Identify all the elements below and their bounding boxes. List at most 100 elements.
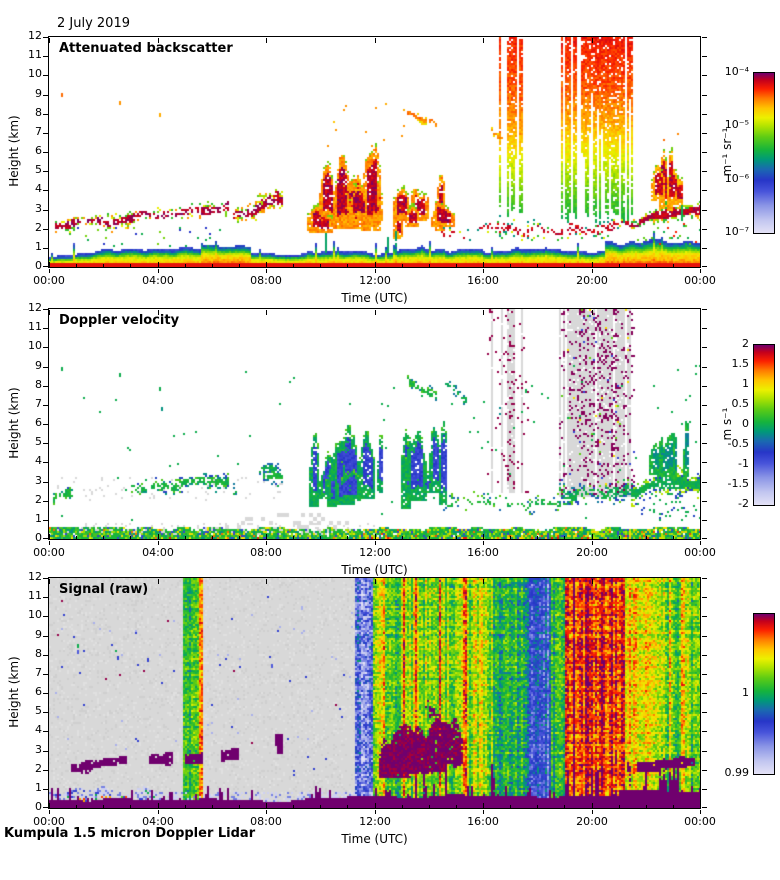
colorbar-tick-label: 10⁻⁷ — [724, 225, 749, 238]
x-minor-tick — [510, 805, 511, 808]
colorbar-tick-label: -1.5 — [727, 477, 749, 490]
x-minor-tick — [293, 536, 294, 539]
y-tick-label: 4 — [35, 454, 42, 467]
x-minor-tick — [646, 536, 647, 539]
x-top-tick — [483, 310, 484, 315]
x-major-tick-outside — [49, 269, 50, 273]
y-tick-label: 1 — [35, 240, 42, 253]
x-tick-label: 16:00 — [467, 546, 499, 559]
y-tick-mark — [43, 229, 48, 230]
y-tick-mark-right — [702, 807, 707, 808]
y-tick-mark — [43, 674, 48, 675]
y-tick-mark-right — [702, 133, 707, 134]
x-minor-tick — [564, 805, 565, 808]
y-tick-label: 12 — [28, 29, 42, 42]
x-top-tick — [700, 38, 701, 43]
colorbar — [753, 344, 775, 506]
x-minor-tick — [212, 264, 213, 267]
x-minor-tick — [185, 805, 186, 808]
x-minor-tick — [103, 805, 104, 808]
y-tick-mark-right — [702, 712, 707, 713]
x-minor-tick — [130, 805, 131, 808]
x-top-tick — [700, 579, 701, 584]
y-tick-mark-right — [702, 501, 707, 502]
y-tick-mark-right — [702, 789, 707, 790]
x-minor-tick — [76, 264, 77, 267]
y-tick-label: 4 — [35, 182, 42, 195]
x-minor-tick — [564, 264, 565, 267]
y-tick-mark — [43, 367, 48, 368]
x-minor-tick — [402, 264, 403, 267]
x-minor-tick — [103, 536, 104, 539]
x-tick-label: 04:00 — [142, 546, 174, 559]
y-tick-mark — [43, 655, 48, 656]
panel-title: Signal (raw) — [59, 582, 149, 597]
y-tick-label: 5 — [35, 704, 42, 717]
y-tick-mark-right — [702, 75, 707, 76]
x-minor-tick — [646, 805, 647, 808]
y-tick-label: 9 — [35, 359, 42, 372]
x-minor-tick — [212, 805, 213, 808]
y-tick-mark — [43, 520, 48, 521]
colorbar-tick-label: 1 — [742, 377, 749, 390]
x-major-tick-outside — [49, 541, 50, 545]
x-major-tick — [49, 803, 50, 808]
x-minor-tick — [619, 536, 620, 539]
x-tick-label: 12:00 — [359, 546, 391, 559]
y-tick-mark — [43, 266, 48, 267]
y-tick-mark — [43, 171, 48, 172]
y-tick-mark — [43, 616, 48, 617]
x-minor-tick — [429, 264, 430, 267]
x-tick-label: 00:00 — [33, 546, 65, 559]
y-tick-label: 7 — [35, 397, 42, 410]
x-minor-tick — [76, 536, 77, 539]
y-tick-mark-right — [702, 674, 707, 675]
y-tick-label: 1 — [35, 781, 42, 794]
x-major-tick-outside — [49, 810, 50, 814]
x-top-tick — [158, 579, 159, 584]
y-tick-label: 7 — [35, 666, 42, 679]
x-tick-label: 12:00 — [359, 815, 391, 828]
x-major-tick-outside — [592, 269, 593, 273]
colorbar-tick-label: -2 — [738, 497, 749, 510]
x-axis-label: Time (UTC) — [341, 291, 408, 305]
y-tick-label: 4 — [35, 723, 42, 736]
y-tick-mark — [43, 538, 48, 539]
y-tick-mark — [43, 309, 48, 310]
y-tick-mark-right — [702, 56, 707, 57]
colorbar-unit-label: m⁻¹ sr⁻¹ — [720, 127, 734, 177]
x-tick-label: 08:00 — [250, 546, 282, 559]
x-minor-tick — [619, 264, 620, 267]
x-minor-tick — [320, 264, 321, 267]
y-tick-label: 3 — [35, 743, 42, 756]
colorbar-gradient — [754, 345, 774, 505]
y-tick-label: 6 — [35, 685, 42, 698]
x-top-tick — [158, 38, 159, 43]
x-minor-tick — [456, 264, 457, 267]
x-top-tick — [375, 310, 376, 315]
y-tick-label: 9 — [35, 628, 42, 641]
x-major-tick — [592, 534, 593, 539]
y-tick-mark — [43, 133, 48, 134]
y-tick-mark — [43, 789, 48, 790]
y-tick-mark — [43, 731, 48, 732]
y-tick-mark — [43, 751, 48, 752]
date-label: 2 July 2019 — [57, 16, 130, 31]
y-tick-mark — [43, 482, 48, 483]
x-major-tick — [700, 534, 701, 539]
x-minor-tick — [402, 805, 403, 808]
colorbar-tick-label: 1.5 — [731, 357, 750, 370]
x-tick-label: 00:00 — [684, 815, 716, 828]
y-tick-mark-right — [702, 171, 707, 172]
y-tick-mark-right — [702, 424, 707, 425]
x-top-tick — [483, 579, 484, 584]
colorbar — [753, 613, 775, 775]
x-major-tick-outside — [266, 541, 267, 545]
x-minor-tick — [347, 264, 348, 267]
x-minor-tick — [673, 536, 674, 539]
colorbar-tick-label: 0 — [742, 417, 749, 430]
x-major-tick — [483, 262, 484, 267]
x-tick-label: 00:00 — [33, 274, 65, 287]
y-tick-mark-right — [702, 597, 707, 598]
